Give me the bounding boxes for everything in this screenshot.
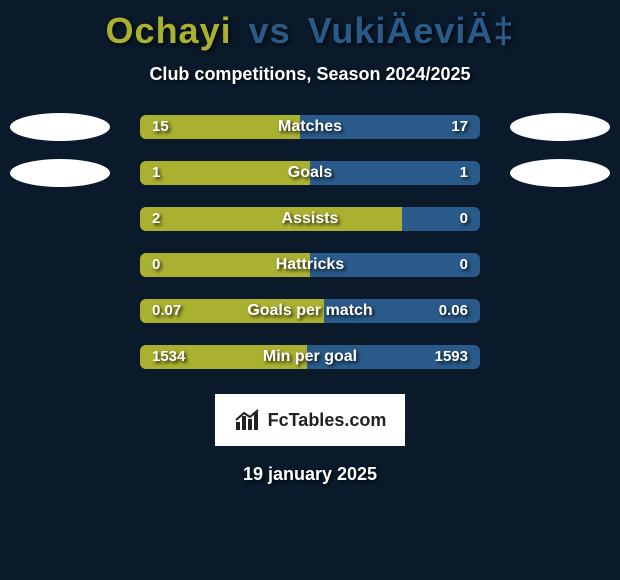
player1-name: Ochayi bbox=[106, 10, 232, 51]
player1-badge bbox=[10, 159, 110, 187]
stat-bar: 11Goals bbox=[140, 161, 480, 185]
stat-bar: 0.070.06Goals per match bbox=[140, 299, 480, 323]
date-text: 19 january 2025 bbox=[0, 464, 620, 485]
stats-container: 1517Matches 11Goals 20Assists 00Hattricks 0.… bbox=[0, 115, 620, 369]
stat-row: 00Hattricks bbox=[0, 253, 620, 277]
chart-icon bbox=[234, 408, 262, 432]
stat-label: Hattricks bbox=[140, 253, 480, 277]
stat-row: 15341593Min per goal bbox=[0, 345, 620, 369]
stat-row: 20Assists bbox=[0, 207, 620, 231]
stat-label: Goals per match bbox=[140, 299, 480, 323]
comparison-title: Ochayi vs VukiÄeviÄ‡ bbox=[0, 0, 620, 52]
logo-text: FcTables.com bbox=[268, 410, 387, 431]
stat-bar: 20Assists bbox=[140, 207, 480, 231]
player1-badge bbox=[10, 113, 110, 141]
stat-bar: 1517Matches bbox=[140, 115, 480, 139]
stat-label: Assists bbox=[140, 207, 480, 231]
vs-text: vs bbox=[249, 10, 291, 51]
stat-label: Goals bbox=[140, 161, 480, 185]
subtitle: Club competitions, Season 2024/2025 bbox=[0, 64, 620, 85]
fctables-logo: FcTables.com bbox=[215, 394, 405, 446]
stat-row: 11Goals bbox=[0, 161, 620, 185]
stat-label: Min per goal bbox=[140, 345, 480, 369]
player2-name: VukiÄeviÄ‡ bbox=[308, 10, 515, 51]
stat-row: 1517Matches bbox=[0, 115, 620, 139]
stat-row: 0.070.06Goals per match bbox=[0, 299, 620, 323]
stat-bar: 15341593Min per goal bbox=[140, 345, 480, 369]
stat-label: Matches bbox=[140, 115, 480, 139]
player2-badge bbox=[510, 113, 610, 141]
player2-badge bbox=[510, 159, 610, 187]
stat-bar: 00Hattricks bbox=[140, 253, 480, 277]
